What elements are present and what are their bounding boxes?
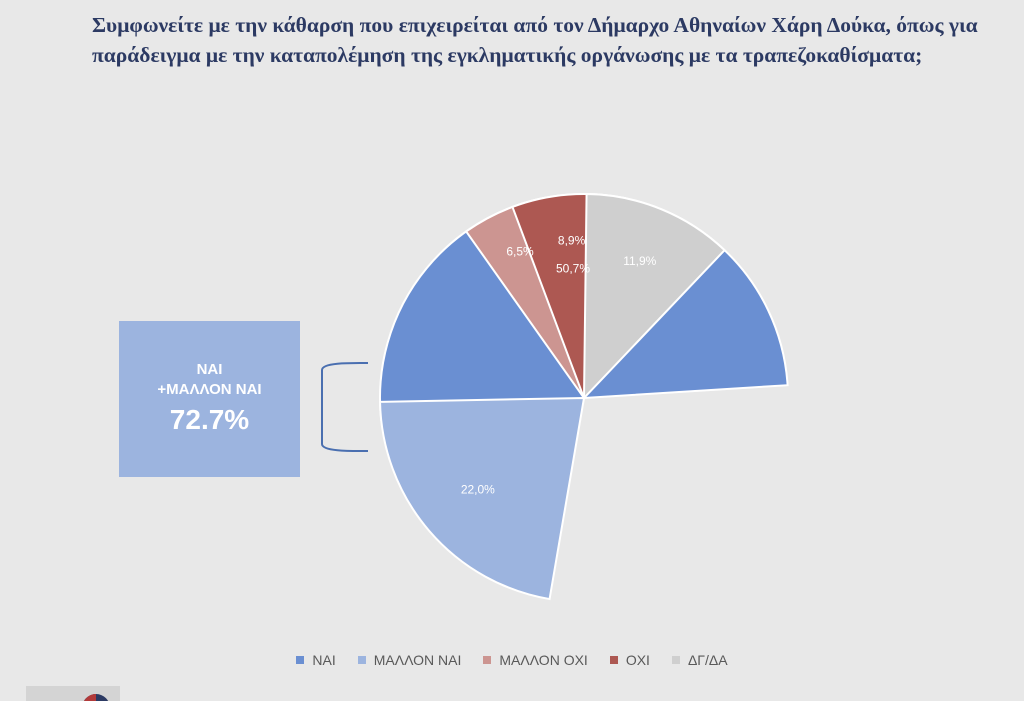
logo bbox=[26, 686, 120, 701]
callout-label-probably-yes: +ΜΑΛΛΟΝ ΝΑΙ bbox=[157, 381, 262, 398]
legend-swatch bbox=[609, 656, 618, 664]
pie-slice-5 bbox=[582, 193, 726, 401]
slice-label-5: 11,9% bbox=[623, 254, 656, 268]
legend-label: ΜΑΛΛΟΝ ΟΧΙ bbox=[499, 652, 588, 668]
legend-swatch bbox=[296, 656, 305, 664]
legend-item: ΜΑΛΛΟΝ ΟΧΙ bbox=[483, 652, 588, 668]
legend-item: ΝΑΙ bbox=[296, 652, 336, 668]
chart-title: Συμφωνείτε με την κάθαρση που επιχειρείτ… bbox=[92, 13, 978, 67]
legend-label: ΜΑΛΛΟΝ ΝΑΙ bbox=[373, 652, 462, 668]
slice-label-4: 8,9% bbox=[558, 233, 586, 247]
slice-label-2: 22,0% bbox=[461, 482, 495, 496]
legend-label: ΔΓ/ΔΑ bbox=[687, 652, 728, 668]
legend-swatch bbox=[671, 656, 680, 664]
callout-bracket bbox=[321, 361, 369, 453]
legend-swatch bbox=[483, 656, 492, 664]
slice-label-1: 50,7% bbox=[556, 261, 590, 275]
legend-label: ΝΑΙ bbox=[312, 652, 336, 668]
legend-label: ΟΧΙ bbox=[625, 652, 650, 668]
legend-swatch bbox=[357, 656, 366, 664]
slice-label-3: 6,5% bbox=[506, 244, 534, 258]
callout-label-yes: ΝΑΙ bbox=[196, 361, 223, 378]
callout-box: ΝΑΙ +ΜΑΛΛΟΝ ΝΑΙ 72.7% bbox=[119, 321, 300, 477]
legend-item: ΔΓ/ΔΑ bbox=[671, 652, 728, 668]
legend-item: ΟΧΙ bbox=[609, 652, 650, 668]
pie-slice-2 bbox=[379, 396, 586, 601]
legend-item: ΜΑΛΛΟΝ ΝΑΙ bbox=[357, 652, 462, 668]
callout-value: 72.7% bbox=[169, 404, 250, 435]
legend: ΝΑΙ ΜΑΛΛΟΝ ΝΑΙ ΜΑΛΛΟΝ ΟΧΙ ΟΧΙ ΔΓ/ΔΑ bbox=[0, 652, 1024, 668]
